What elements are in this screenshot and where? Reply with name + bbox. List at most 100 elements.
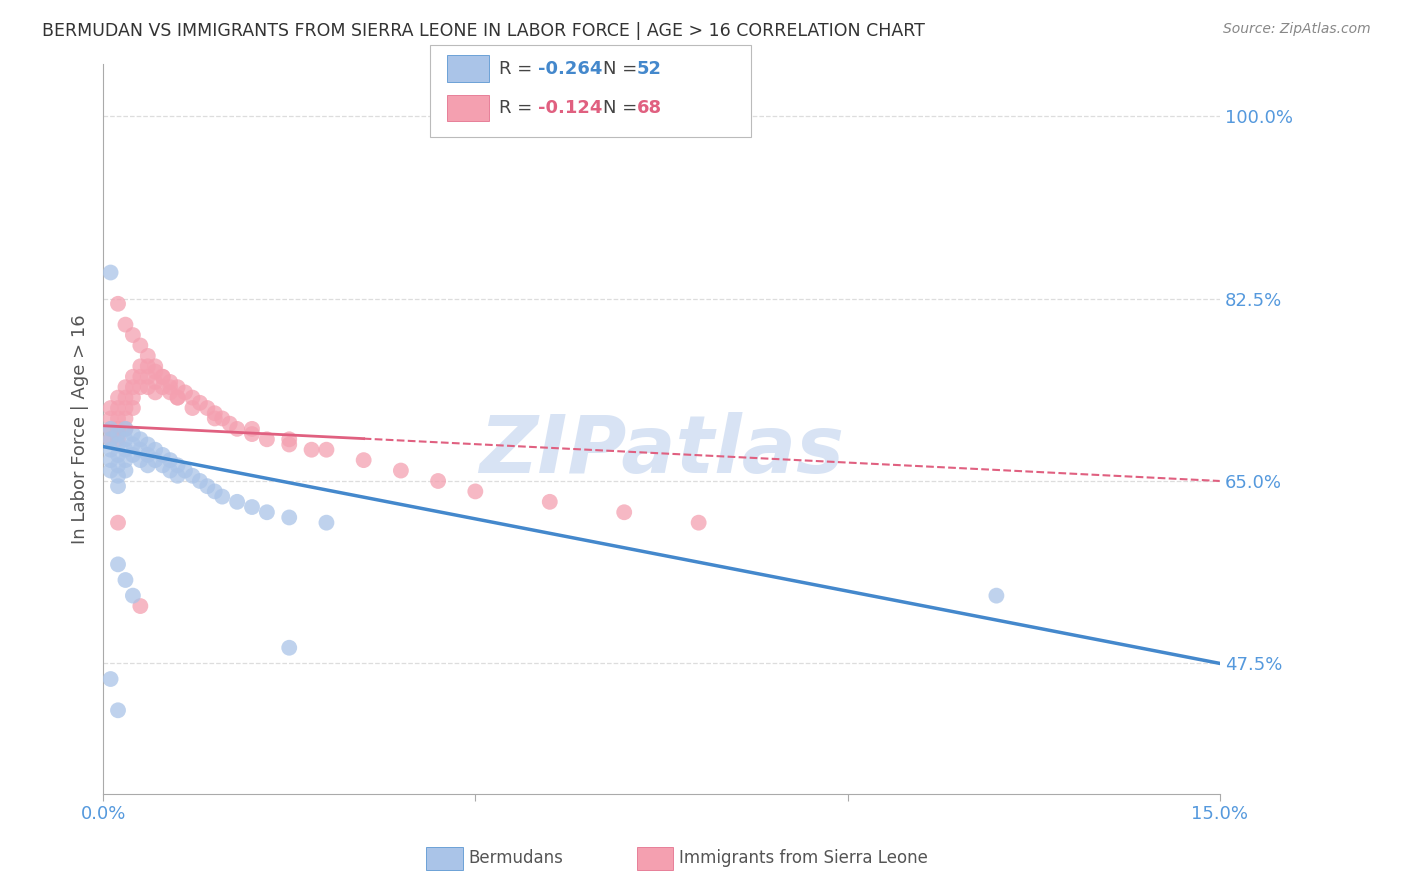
Point bbox=[136, 448, 159, 462]
Point bbox=[100, 464, 122, 478]
Text: N =: N = bbox=[603, 99, 643, 117]
Point bbox=[174, 464, 197, 478]
Point bbox=[240, 427, 263, 442]
Text: R =: R = bbox=[499, 99, 538, 117]
Point bbox=[464, 484, 486, 499]
Point bbox=[100, 411, 122, 425]
Point bbox=[100, 672, 122, 686]
Point bbox=[114, 422, 136, 436]
Point bbox=[278, 432, 301, 446]
Point bbox=[166, 380, 188, 394]
Point bbox=[129, 369, 152, 384]
Point bbox=[107, 458, 129, 473]
Point bbox=[204, 484, 226, 499]
Point bbox=[226, 495, 249, 509]
Text: N =: N = bbox=[603, 60, 643, 78]
Point bbox=[143, 359, 166, 374]
Point bbox=[100, 453, 122, 467]
Text: BERMUDAN VS IMMIGRANTS FROM SIERRA LEONE IN LABOR FORCE | AGE > 16 CORRELATION C: BERMUDAN VS IMMIGRANTS FROM SIERRA LEONE… bbox=[42, 22, 925, 40]
Point bbox=[688, 516, 710, 530]
Point bbox=[107, 703, 129, 717]
Point bbox=[114, 391, 136, 405]
Point bbox=[107, 516, 129, 530]
Point bbox=[226, 422, 249, 436]
Point bbox=[136, 458, 159, 473]
Point bbox=[166, 391, 188, 405]
Point bbox=[122, 369, 145, 384]
Point bbox=[538, 495, 561, 509]
Text: ZIPatlas: ZIPatlas bbox=[479, 412, 844, 490]
Point bbox=[114, 453, 136, 467]
Point bbox=[122, 380, 145, 394]
Point bbox=[136, 380, 159, 394]
Point bbox=[174, 385, 197, 400]
Point bbox=[143, 453, 166, 467]
Point bbox=[114, 401, 136, 415]
Point bbox=[100, 422, 122, 436]
Point bbox=[195, 401, 218, 415]
Point bbox=[159, 385, 181, 400]
Point bbox=[122, 437, 145, 451]
Point bbox=[389, 464, 412, 478]
Point bbox=[107, 468, 129, 483]
Point bbox=[107, 411, 129, 425]
Point bbox=[129, 432, 152, 446]
Point bbox=[107, 479, 129, 493]
Point bbox=[613, 505, 636, 519]
Point bbox=[122, 448, 145, 462]
Point bbox=[166, 468, 188, 483]
Point bbox=[129, 380, 152, 394]
Point bbox=[107, 558, 129, 572]
Point bbox=[159, 464, 181, 478]
Point bbox=[100, 422, 122, 436]
Point bbox=[986, 589, 1008, 603]
Point bbox=[136, 359, 159, 374]
Point bbox=[129, 338, 152, 352]
Point bbox=[122, 589, 145, 603]
Point bbox=[100, 266, 122, 280]
Y-axis label: In Labor Force | Age > 16: In Labor Force | Age > 16 bbox=[72, 314, 89, 544]
Point bbox=[315, 442, 337, 457]
Point bbox=[211, 411, 233, 425]
Point bbox=[129, 453, 152, 467]
Point bbox=[100, 401, 122, 415]
Point bbox=[181, 468, 204, 483]
Point bbox=[107, 432, 129, 446]
Point bbox=[136, 369, 159, 384]
Point bbox=[107, 401, 129, 415]
Point bbox=[114, 464, 136, 478]
Point bbox=[143, 365, 166, 379]
Point bbox=[204, 406, 226, 420]
Point bbox=[166, 391, 188, 405]
Point bbox=[181, 401, 204, 415]
Text: 52: 52 bbox=[637, 60, 662, 78]
Point bbox=[353, 453, 375, 467]
Point bbox=[166, 458, 188, 473]
Point bbox=[107, 427, 129, 442]
Point bbox=[152, 458, 174, 473]
Point bbox=[143, 385, 166, 400]
Text: R =: R = bbox=[499, 60, 538, 78]
Point bbox=[240, 500, 263, 514]
Point bbox=[152, 369, 174, 384]
Text: -0.264: -0.264 bbox=[538, 60, 603, 78]
Text: Source: ZipAtlas.com: Source: ZipAtlas.com bbox=[1223, 22, 1371, 37]
Point bbox=[122, 427, 145, 442]
Point bbox=[122, 328, 145, 343]
Point bbox=[129, 599, 152, 613]
Point bbox=[278, 437, 301, 451]
Point bbox=[122, 391, 145, 405]
Point bbox=[152, 380, 174, 394]
Point bbox=[256, 432, 278, 446]
Point bbox=[159, 375, 181, 389]
Point bbox=[114, 411, 136, 425]
Point bbox=[114, 442, 136, 457]
Point bbox=[143, 375, 166, 389]
Point bbox=[122, 401, 145, 415]
Point bbox=[159, 380, 181, 394]
Point bbox=[114, 380, 136, 394]
Point bbox=[204, 411, 226, 425]
Point bbox=[240, 422, 263, 436]
Point bbox=[152, 369, 174, 384]
Point bbox=[136, 349, 159, 363]
